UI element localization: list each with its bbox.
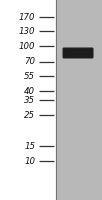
- Text: 10: 10: [24, 157, 35, 166]
- Text: 130: 130: [19, 26, 35, 36]
- Text: 70: 70: [24, 58, 35, 66]
- Bar: [56, 0, 102, 200]
- Text: 40: 40: [24, 87, 35, 96]
- Text: 55: 55: [24, 72, 35, 81]
- Text: 25: 25: [24, 111, 35, 120]
- Text: 15: 15: [24, 142, 35, 151]
- Text: 170: 170: [19, 12, 35, 21]
- FancyBboxPatch shape: [63, 48, 93, 58]
- Text: 100: 100: [19, 42, 35, 51]
- Text: 35: 35: [24, 96, 35, 105]
